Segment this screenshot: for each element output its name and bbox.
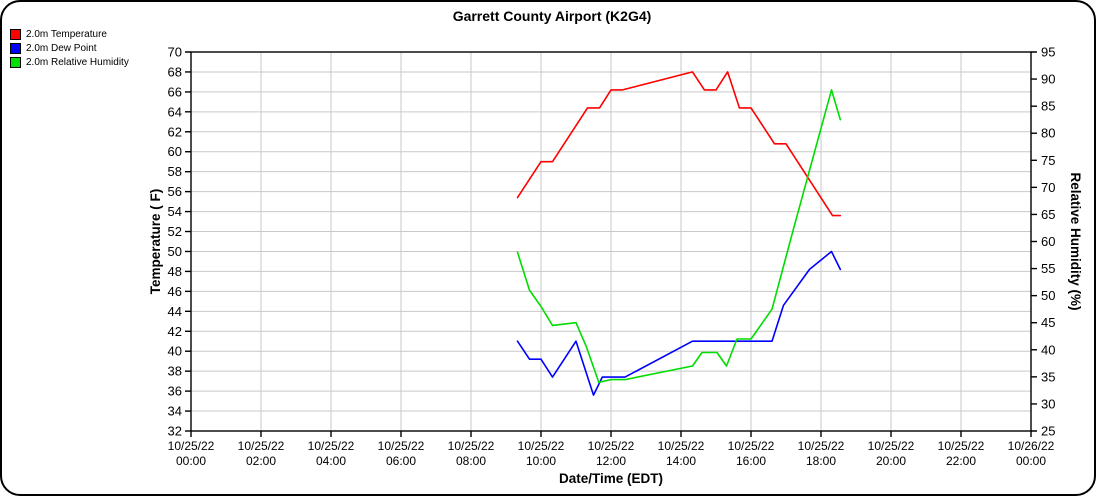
svg-text:70: 70 (168, 45, 182, 60)
svg-text:10/25/22: 10/25/22 (588, 439, 635, 453)
svg-text:10/25/22: 10/25/22 (658, 439, 705, 453)
svg-text:10/25/22: 10/25/22 (448, 439, 495, 453)
svg-text:85: 85 (1041, 99, 1055, 114)
svg-text:50: 50 (168, 244, 182, 259)
svg-text:48: 48 (168, 264, 182, 279)
svg-text:42: 42 (168, 324, 182, 339)
svg-text:10/25/22: 10/25/22 (518, 439, 565, 453)
svg-text:45: 45 (1041, 315, 1055, 330)
y-right-axis: 25 30 35 40 45 50 55 60 65 70 75 80 85 90 95 (1031, 45, 1055, 439)
svg-text:36: 36 (168, 384, 182, 399)
svg-text:22:00: 22:00 (946, 454, 976, 468)
svg-text:70: 70 (1041, 180, 1055, 195)
legend-label: 2.0m Dew Point (26, 42, 97, 54)
svg-text:75: 75 (1041, 153, 1055, 168)
svg-text:68: 68 (168, 64, 182, 79)
svg-text:66: 66 (168, 84, 182, 99)
svg-text:80: 80 (1041, 126, 1055, 141)
svg-text:95: 95 (1041, 45, 1055, 60)
legend-swatch-icon (10, 56, 21, 68)
svg-text:65: 65 (1041, 207, 1055, 222)
svg-text:18:00: 18:00 (806, 454, 836, 468)
svg-text:08:00: 08:00 (456, 454, 486, 468)
svg-text:10/25/22: 10/25/22 (728, 439, 775, 453)
y-left-axis-title: Temperature ( F) (148, 189, 163, 295)
svg-text:64: 64 (168, 104, 182, 119)
y-right-axis-title: Relative Humidity (%) (1068, 172, 1083, 310)
legend-swatch-icon (10, 28, 21, 40)
svg-text:30: 30 (1041, 396, 1055, 411)
svg-text:10/25/22: 10/25/22 (378, 439, 425, 453)
chart-title: Garrett County Airport (K2G4) (452, 8, 652, 24)
legend-label: 2.0m Relative Humidity (26, 56, 129, 68)
svg-text:52: 52 (168, 224, 182, 239)
x-axis-title: Date/Time (EDT) (559, 471, 663, 486)
svg-text:44: 44 (168, 304, 182, 319)
svg-text:60: 60 (168, 144, 182, 159)
x-axis: 10/25/2200:0010/25/2202:0010/25/2204:001… (168, 431, 1055, 468)
svg-text:54: 54 (168, 204, 182, 219)
svg-text:10/25/22: 10/25/22 (238, 439, 285, 453)
svg-text:10/25/22: 10/25/22 (938, 439, 985, 453)
svg-text:46: 46 (168, 284, 182, 299)
gridlines (191, 52, 1031, 431)
series-line-0 (516, 71, 842, 217)
legend-item-2: 2.0m Relative Humidity (10, 55, 129, 69)
svg-text:50: 50 (1041, 288, 1055, 303)
svg-text:10/25/22: 10/25/22 (308, 439, 355, 453)
series-line-1 (516, 250, 842, 396)
legend-item-0: 2.0m Temperature (10, 27, 129, 41)
legend-label: 2.0m Temperature (26, 28, 107, 40)
legend: 2.0m Temperature 2.0m Dew Point 2.0m Relat… (10, 27, 129, 69)
svg-text:55: 55 (1041, 261, 1055, 276)
svg-text:10:00: 10:00 (526, 454, 556, 468)
svg-text:34: 34 (168, 404, 182, 419)
svg-text:12:00: 12:00 (596, 454, 626, 468)
svg-text:40: 40 (1041, 342, 1055, 357)
svg-text:32: 32 (168, 424, 182, 439)
svg-text:20:00: 20:00 (876, 454, 906, 468)
legend-item-1: 2.0m Dew Point (10, 41, 129, 55)
svg-text:35: 35 (1041, 369, 1055, 384)
svg-text:02:00: 02:00 (246, 454, 276, 468)
svg-text:04:00: 04:00 (316, 454, 346, 468)
svg-text:06:00: 06:00 (386, 454, 416, 468)
y-left-axis: 32 34 36 38 40 42 44 46 48 50 52 54 56 58 60 62 64 66 68 70 (168, 45, 191, 439)
svg-text:25: 25 (1041, 424, 1055, 439)
series-line-2 (516, 89, 842, 384)
svg-text:62: 62 (168, 124, 182, 139)
svg-text:00:00: 00:00 (1016, 454, 1046, 468)
svg-text:10/26/22: 10/26/22 (1008, 439, 1055, 453)
svg-text:90: 90 (1041, 72, 1055, 87)
svg-text:10/25/22: 10/25/22 (798, 439, 845, 453)
svg-text:10/25/22: 10/25/22 (168, 439, 215, 453)
svg-text:56: 56 (168, 184, 182, 199)
svg-text:10/25/22: 10/25/22 (868, 439, 915, 453)
svg-text:16:00: 16:00 (736, 454, 766, 468)
legend-swatch-icon (10, 42, 21, 54)
svg-text:60: 60 (1041, 234, 1055, 249)
svg-text:40: 40 (168, 344, 182, 359)
svg-text:00:00: 00:00 (176, 454, 206, 468)
svg-text:38: 38 (168, 364, 182, 379)
svg-text:58: 58 (168, 164, 182, 179)
svg-text:14:00: 14:00 (666, 454, 696, 468)
